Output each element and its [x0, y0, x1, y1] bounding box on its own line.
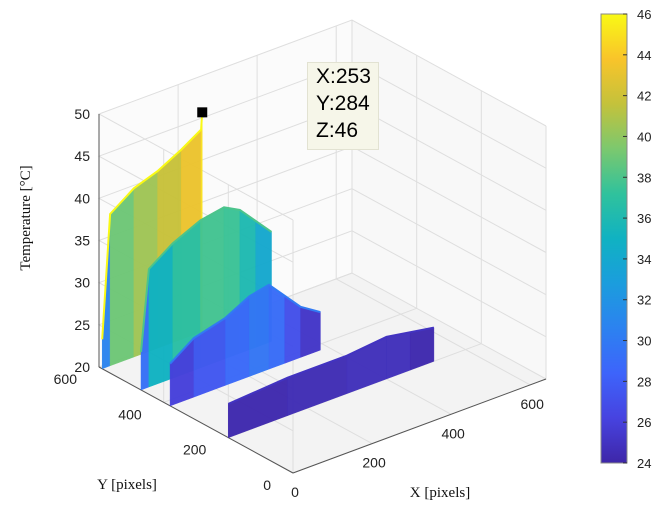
- colorbar-bar: [600, 13, 628, 464]
- surface-ridge: [169, 283, 321, 365]
- colorbar-tick-label: 24: [637, 456, 651, 471]
- datatip-marker: [197, 107, 208, 118]
- y-axis-line: [98, 366, 294, 474]
- x-axis-title: X [pixels]: [410, 485, 470, 501]
- surface-ridge: [101, 112, 204, 340]
- surface-segment: [268, 284, 286, 370]
- colorbar-tick-label: 28: [637, 374, 651, 389]
- datatip-x-text: X:253: [316, 65, 371, 88]
- y-tick-label: 200: [183, 442, 207, 458]
- y-tick-label: 600: [54, 371, 78, 387]
- z-tick-label: 35: [74, 233, 90, 249]
- datatip-box: X:253 Y:284 Z:46: [307, 62, 379, 150]
- z-tick-label: 45: [74, 148, 90, 164]
- y-axis-title: Y [pixels]: [97, 477, 157, 493]
- surface-ridge: [227, 326, 435, 405]
- colorbar-tick-label: 40: [637, 129, 651, 144]
- y-tick-label: 0: [263, 477, 271, 493]
- surface-ridge: [140, 206, 273, 353]
- z-tick-label: 30: [74, 275, 90, 291]
- colorbar-tick-label: 46: [637, 7, 651, 22]
- x-tick-label: 0: [291, 484, 299, 500]
- x-tick-label: 600: [521, 396, 545, 412]
- colorbar-tick-label: 38: [637, 170, 651, 185]
- z-axis-title: Temperature [°C]: [18, 165, 34, 270]
- surface-segment: [300, 306, 321, 358]
- colorbar-tick-label: 42: [637, 89, 651, 104]
- z-tick-label: 25: [74, 317, 90, 333]
- datatip-z-text: Z:46: [316, 119, 359, 142]
- z-tick-label: 40: [74, 190, 90, 206]
- x-axis-line: [292, 378, 547, 474]
- colorbar-tick-label: 44: [637, 48, 651, 63]
- colorbar-tick-label: 34: [637, 252, 651, 267]
- y-tick-label: 400: [118, 406, 142, 422]
- z-tick-label: 20: [74, 359, 90, 375]
- surface-segment: [248, 284, 270, 377]
- colorbar-tick-label: 26: [637, 415, 651, 430]
- x-tick-label: 200: [362, 455, 386, 471]
- x-tick-label: 400: [441, 425, 465, 441]
- colorbar-tick-label: 32: [637, 293, 651, 308]
- surface-segment: [109, 187, 135, 367]
- datatip-y-text: Y:284: [316, 92, 370, 115]
- colorbar-tick-label: 30: [637, 334, 651, 349]
- z-tick-label: 50: [74, 106, 90, 122]
- colorbar-tick-label: 36: [637, 211, 651, 226]
